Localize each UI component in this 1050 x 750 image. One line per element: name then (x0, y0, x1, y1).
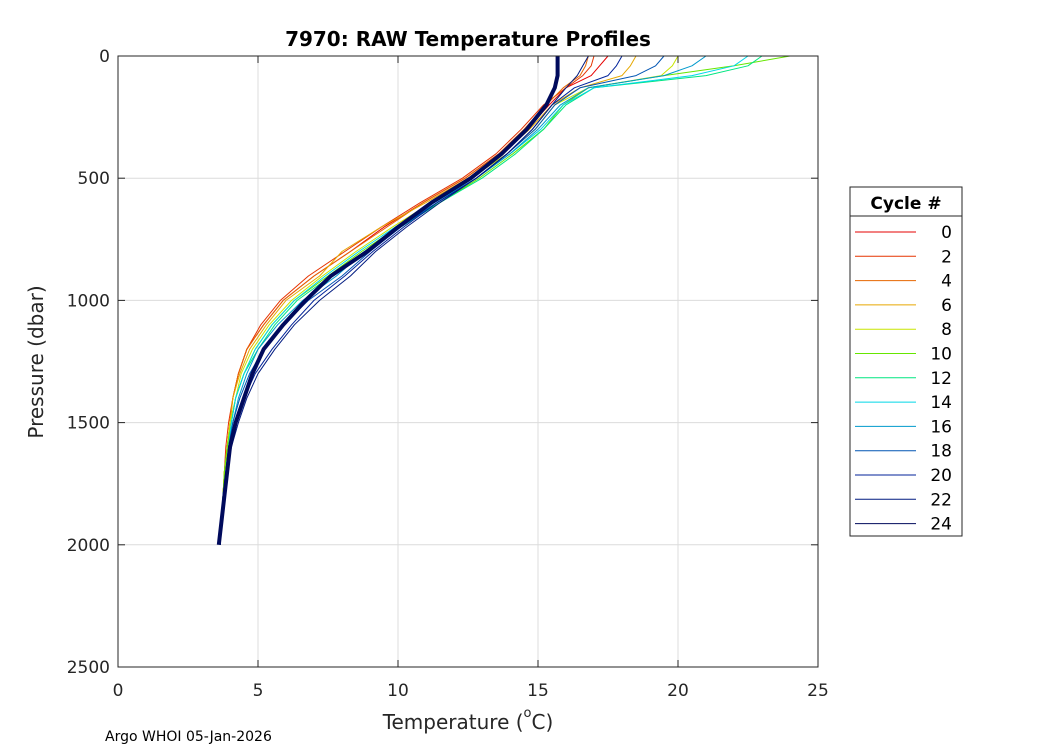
legend-label: 4 (941, 272, 952, 292)
y-tick-label: 500 (78, 169, 110, 189)
x-tick-label: 20 (667, 681, 689, 701)
legend-label: 0 (941, 223, 952, 243)
x-tick-label: 0 (113, 681, 124, 701)
x-axis: 0 5 10 15 20 25 (113, 56, 829, 701)
legend-label: 20 (930, 466, 952, 486)
legend-title: Cycle # (870, 194, 941, 214)
x-tick-label: 10 (387, 681, 409, 701)
y-tick-label: 2500 (67, 658, 110, 678)
x-tick-label: 15 (527, 681, 549, 701)
x-tick-label: 25 (807, 681, 829, 701)
chart-title: 7970: RAW Temperature Profiles (285, 27, 651, 51)
x-axis-label-unit: C) (532, 710, 554, 734)
plot-frame (117, 55, 819, 668)
legend-label: 14 (930, 393, 952, 413)
legend-label: 12 (930, 369, 952, 389)
legend-label: 22 (930, 490, 952, 510)
plot-area (117, 55, 819, 668)
profile-line-cycle-24 (216, 56, 560, 546)
legend-box (849, 186, 963, 537)
x-tick-label: 5 (253, 681, 264, 701)
x-axis-label-text: Temperature ( (382, 710, 524, 734)
legend-label: 24 (930, 515, 952, 535)
y-tick-label: 1500 (67, 414, 110, 434)
y-tick-label: 2000 (67, 536, 110, 556)
series-layer (216, 55, 791, 546)
y-axis-label: Pressure (dbar) (24, 285, 48, 438)
legend-label: 16 (930, 417, 952, 437)
y-axis: 0 500 1000 1500 2000 2500 (67, 47, 818, 678)
legend-label: 8 (941, 320, 952, 340)
legend-label: 2 (941, 247, 952, 267)
legend-label: 6 (941, 296, 952, 316)
x-axis-label: Temperature (oC) (382, 706, 554, 734)
legend-label: 10 (930, 345, 952, 365)
legend-label: 18 (930, 442, 952, 462)
y-tick-label: 1000 (67, 291, 110, 311)
x-axis-label-degree: o (524, 706, 532, 721)
footer-credit: Argo WHOI 05-Jan-2026 (105, 729, 272, 745)
y-tick-label: 0 (99, 47, 110, 67)
